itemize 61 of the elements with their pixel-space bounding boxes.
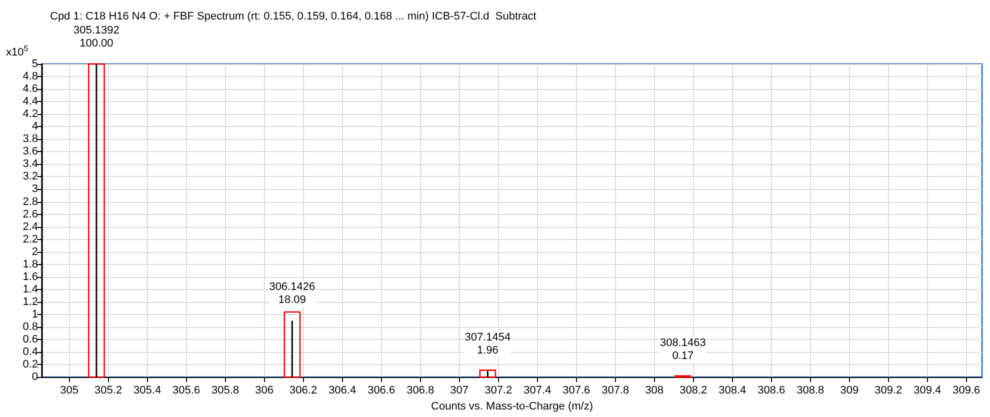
y-axis-title: x10$^{5}$ (6, 44, 28, 59)
bar (284, 311, 301, 378)
bar (88, 63, 105, 378)
x-tick-label: 306.2 (290, 384, 318, 397)
x-tick-label: 305.8 (212, 384, 240, 397)
y-tick-label: 1.2 (22, 296, 38, 308)
chart-title: Cpd 1: C18 H16 N4 O: + FBF Spectrum (rt: 0.155, 0.159, 0.164, 0.168 ... min) ICB-57-Cl.d Subtract (50, 10, 536, 22)
y-tick-label: 1 (32, 308, 38, 320)
x-tick-label: 307.6 (562, 384, 590, 397)
y-tick-label: 0.6 (22, 334, 38, 346)
y-tick-label: 5 (32, 58, 38, 70)
y-tick-label: 0.2 (22, 358, 38, 371)
x-tick-label: 307.2 (484, 384, 512, 397)
y-tick-label: 4.2 (22, 108, 38, 120)
y-tick-label: 2 (32, 246, 38, 258)
x-axis-title: Counts vs. Mass-to-Charge (m/z) (431, 400, 593, 412)
y-tick-label: 3.8 (22, 133, 38, 146)
x-tick-label: 306.6 (368, 384, 396, 397)
x-tick-label: 308.8 (796, 384, 824, 397)
bar (674, 375, 692, 378)
y-tick-label: 4 (32, 120, 38, 133)
y-tick-label: 3.4 (22, 158, 38, 170)
x-tick-label: 307.8 (602, 384, 630, 397)
x-tick-label: 307 (450, 384, 469, 397)
x-tick-label: 306.8 (406, 384, 434, 397)
x-tick-label: 309.4 (914, 384, 942, 397)
y-tick-label: 3.6 (22, 146, 38, 158)
x-tick-label: 308.4 (718, 384, 746, 397)
x-tick-label: 305.2 (94, 384, 122, 397)
y-tick-label: 2.8 (22, 196, 38, 208)
x-tick-label: 308.6 (758, 384, 786, 397)
annotation: 307.1454 1.96 (464, 331, 511, 356)
y-tick-label: 1.6 (22, 270, 38, 283)
y-tick-label: 3 (32, 183, 38, 196)
annotation: 308.1463 0.17 (660, 336, 706, 362)
y-tick-label: 0 (32, 371, 38, 384)
x-tick-label: 308.2 (680, 384, 708, 397)
y-tick-label: 2.6 (22, 208, 38, 220)
y-tick-label: 0.4 (22, 346, 38, 358)
x-tick-label: 307.4 (524, 384, 552, 397)
y-tick-label: 4.6 (22, 83, 38, 96)
x-tick-label: 308 (645, 384, 664, 397)
annotation: 305.1392 100.00 (74, 24, 120, 50)
y-tick-label: 3.2 (22, 170, 38, 183)
y-tick-label: 0.8 (22, 321, 38, 334)
annotation: 306.1426 18.09 (269, 281, 316, 306)
x-tick-label: 305.4 (134, 384, 162, 397)
y-tick-label: 1.4 (22, 283, 38, 296)
y-tick-label: 4.8 (22, 70, 38, 83)
y-tick-label: 1.8 (22, 258, 38, 270)
y-tick-label: 2.4 (22, 220, 38, 233)
y-tick-label: 4.4 (22, 96, 38, 108)
x-tick-label: 306.4 (328, 384, 356, 397)
x-tick-label: 305 (60, 384, 78, 397)
bar (479, 370, 496, 378)
x-tick-label: 309.6 (952, 384, 980, 397)
y-tick-label: 2.2 (22, 233, 38, 246)
x-tick-label: 305.6 (172, 384, 200, 397)
x-tick-label: 309 (840, 384, 859, 397)
x-tick-label: 309.2 (874, 384, 902, 397)
x-tick-label: 306 (255, 384, 274, 397)
